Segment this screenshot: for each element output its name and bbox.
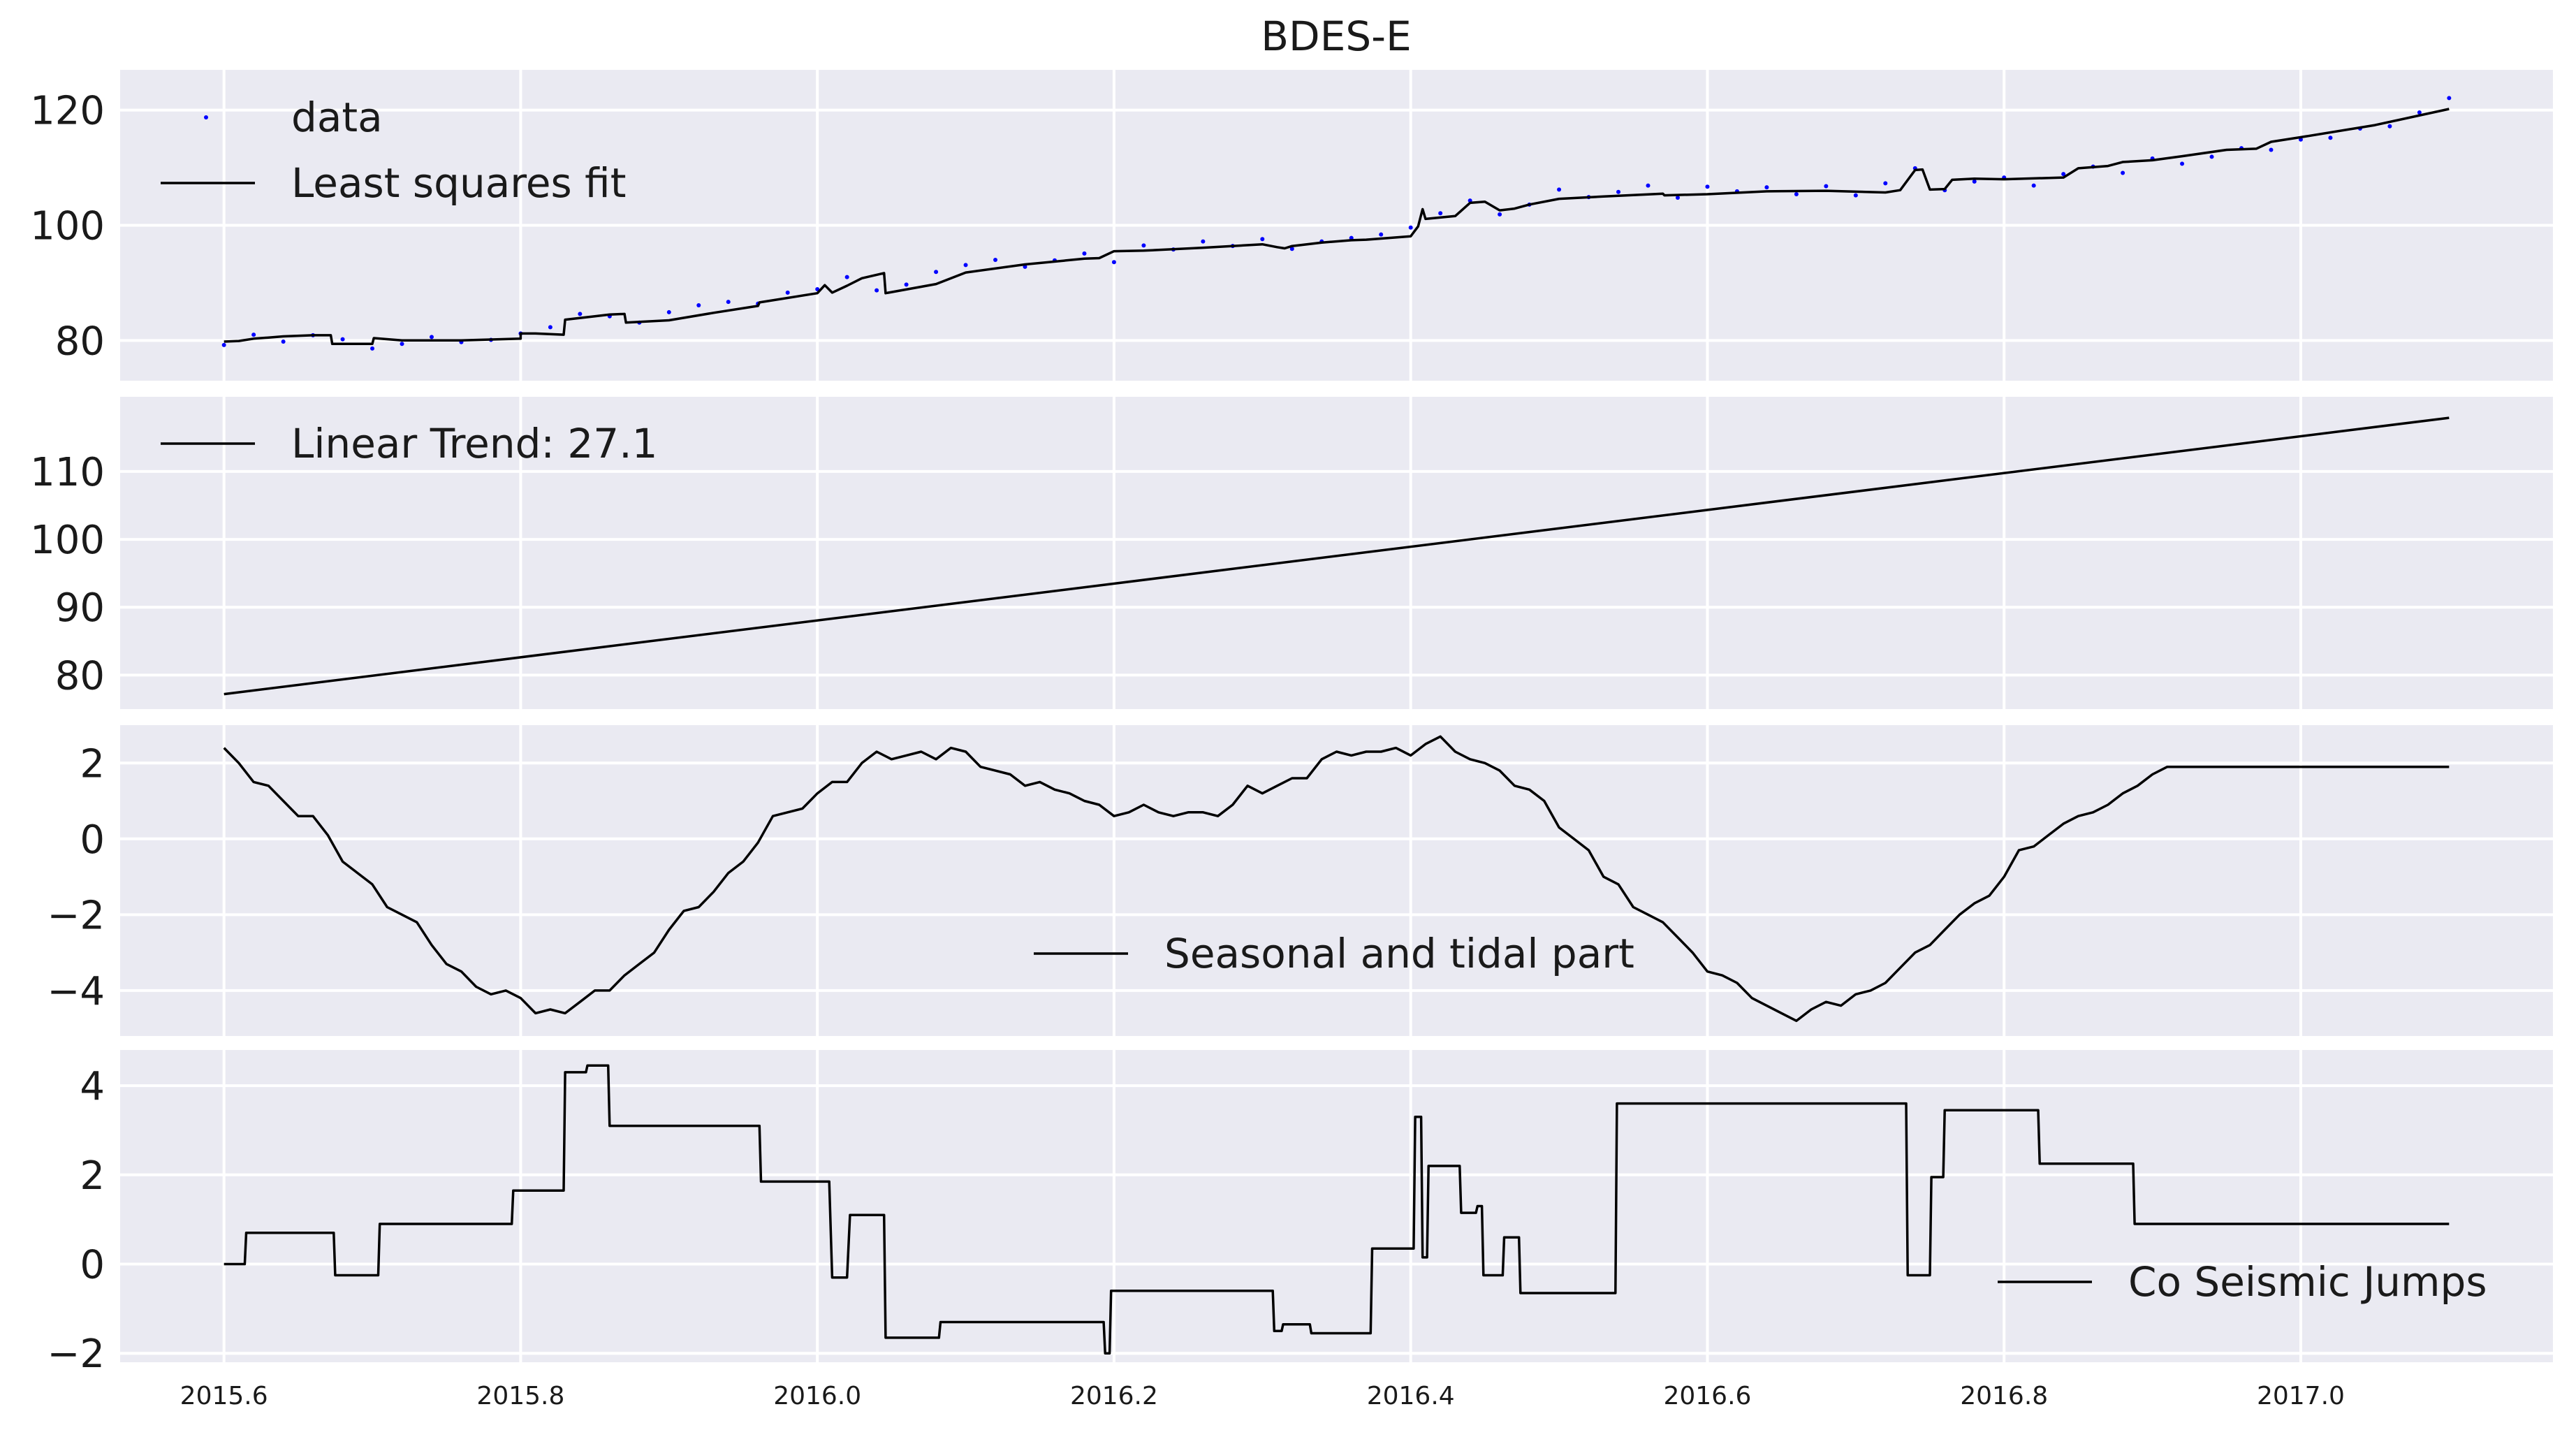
- data-point: [2121, 170, 2125, 175]
- data-point: [1646, 183, 1651, 188]
- y-tick-label: 80: [55, 319, 105, 364]
- data-point: [1379, 232, 1384, 237]
- x-tick-label: 2016.4: [1367, 1382, 1455, 1410]
- data-point: [2328, 136, 2333, 140]
- data-point: [2447, 96, 2452, 101]
- y-tick-label: 110: [30, 450, 105, 495]
- y-tick-label: 120: [30, 89, 105, 134]
- data-point: [2417, 110, 2422, 115]
- data-point: [1438, 211, 1443, 216]
- data-point: [281, 339, 286, 344]
- data-point: [340, 337, 345, 342]
- data-point: [1141, 243, 1146, 248]
- x-tick-label: 2016.8: [1960, 1382, 2048, 1410]
- y-tick-label: 80: [55, 653, 105, 699]
- data-point: [1201, 239, 1206, 244]
- data-point: [251, 333, 256, 337]
- data-point: [1705, 184, 1710, 189]
- data-point: [429, 335, 434, 340]
- data-point: [1082, 251, 1087, 256]
- jumps-panel: 4 2 0 −2 Co Seismic Jumps: [47, 1050, 2553, 1377]
- y-tick-label: 0: [80, 817, 105, 863]
- data-panel: 80 100 120 data Least squares fit: [30, 70, 2553, 381]
- data-point: [2061, 172, 2066, 177]
- legend-marker: [204, 115, 208, 119]
- data-point: [548, 325, 552, 330]
- data-point: [993, 257, 998, 262]
- seasonal-panel: 2 0 −2 −4 Seasonal and tidal part: [47, 725, 2553, 1036]
- data-point: [2387, 124, 2392, 129]
- data-point: [1764, 185, 1769, 190]
- y-tick-label: −4: [47, 969, 105, 1014]
- y-tick-label: 100: [30, 204, 105, 249]
- legend-label: Seasonal and tidal part: [1164, 930, 1634, 977]
- data-point: [2269, 147, 2274, 152]
- data-point: [1408, 225, 1413, 230]
- data-point: [934, 270, 939, 275]
- data-point: [1616, 189, 1621, 194]
- plot-area: [120, 1050, 2553, 1362]
- x-tick-label: 2016.0: [773, 1382, 861, 1410]
- data-point: [963, 263, 968, 268]
- legend-label: data: [291, 94, 383, 141]
- data-point: [1289, 247, 1294, 251]
- data-point: [1883, 181, 1888, 186]
- data-point: [785, 290, 790, 295]
- x-tick-label: 2016.6: [1663, 1382, 1751, 1410]
- y-tick-label: 4: [80, 1064, 105, 1109]
- x-tick-label: 2016.2: [1070, 1382, 1158, 1410]
- legend: data Least squares fit: [161, 94, 626, 207]
- y-tick-label: 90: [55, 585, 105, 631]
- data-point: [1972, 179, 1977, 184]
- data-point: [1260, 237, 1265, 242]
- data-point: [221, 342, 226, 347]
- legend: Seasonal and tidal part: [1034, 930, 1634, 977]
- series-line: [223, 735, 2450, 1023]
- data-point: [370, 346, 375, 351]
- series-line: [224, 108, 2450, 346]
- data-point: [1824, 184, 1829, 189]
- x-tick-label: 2015.6: [180, 1382, 268, 1410]
- data-point: [1853, 193, 1858, 198]
- data-point: [666, 309, 671, 314]
- data-point: [1794, 192, 1799, 196]
- data-point: [1498, 212, 1502, 217]
- legend-label: Linear Trend: 27.1: [291, 420, 658, 467]
- series-line: [224, 1064, 2450, 1355]
- data-point: [815, 286, 820, 291]
- legend-label: Co Seismic Jumps: [2128, 1258, 2487, 1306]
- data-point: [2031, 183, 2036, 188]
- y-tick-label: −2: [47, 893, 105, 938]
- y-tick-label: −2: [47, 1331, 105, 1377]
- x-axis-labels: 2015.6 2015.8 2016.0 2016.2 2016.4 2016.6 2016…: [180, 1382, 2345, 1410]
- data-point: [1111, 260, 1116, 265]
- legend: Linear Trend: 27.1: [161, 420, 658, 467]
- data-point: [400, 342, 404, 346]
- data-point: [696, 303, 701, 308]
- trend-panel: 80 90 100 110 Linear Trend: 27.1: [30, 397, 2553, 709]
- x-tick-label: 2015.8: [476, 1382, 564, 1410]
- y-tick-label: 0: [80, 1243, 105, 1288]
- data-point: [1675, 195, 1680, 200]
- data-point: [726, 300, 731, 305]
- series-line: [224, 416, 2450, 696]
- y-tick-label: 100: [30, 518, 105, 563]
- chart-title: BDES-E: [1261, 13, 1412, 60]
- data-point: [2180, 161, 2185, 166]
- data-point: [904, 282, 909, 287]
- data-point: [578, 312, 583, 316]
- legend-label: Least squares fit: [291, 159, 626, 207]
- y-tick-label: 2: [80, 1153, 105, 1199]
- panels: 80 100 120 data Least squares fit 80 90 100 110 L…: [30, 70, 2553, 1410]
- data-point: [844, 275, 849, 279]
- x-tick-label: 2017.0: [2257, 1382, 2345, 1410]
- y-tick-label: 2: [80, 741, 105, 787]
- data-point: [2209, 154, 2214, 159]
- data-point: [874, 288, 879, 293]
- legend: Co Seismic Jumps: [1998, 1258, 2487, 1306]
- data-point: [1557, 187, 1562, 192]
